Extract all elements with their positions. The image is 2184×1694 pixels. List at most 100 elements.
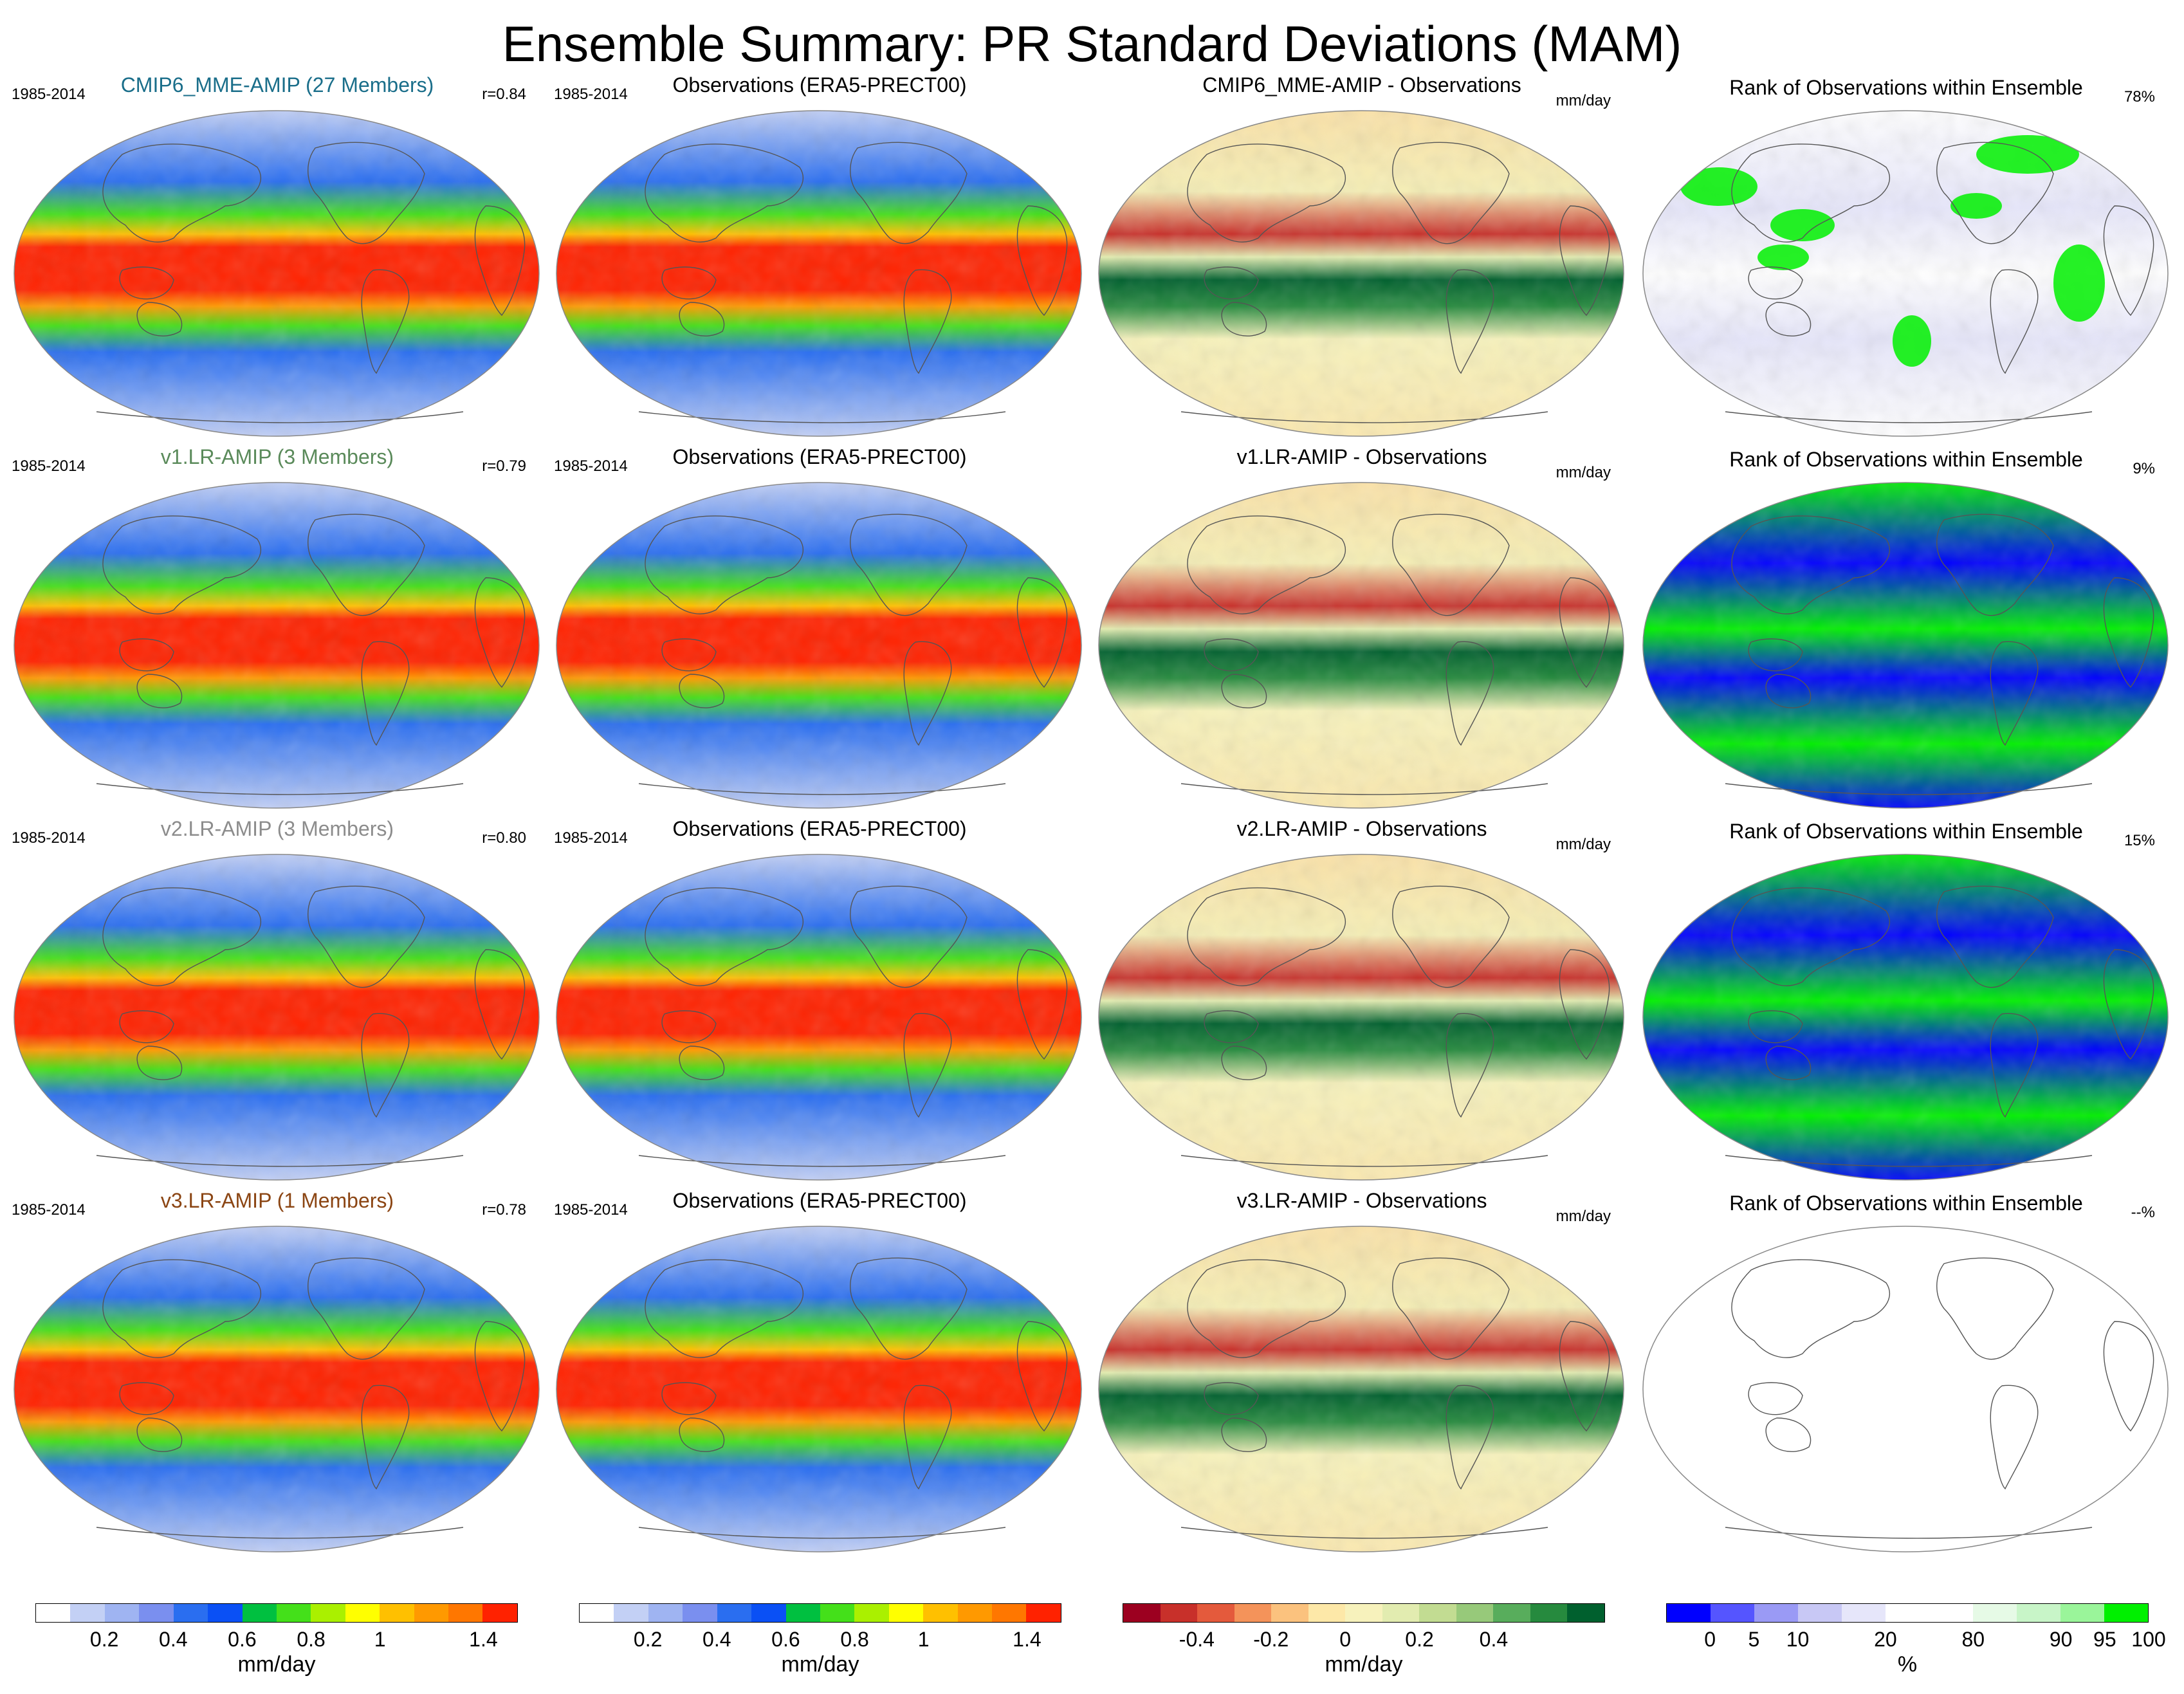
colorbar-tick-label: 100	[2131, 1628, 2166, 1651]
colorbar-swatch	[36, 1604, 71, 1622]
model-title: v3.LR-AMIP (1 Members)	[160, 1189, 394, 1212]
colorbar-swatch	[992, 1604, 1027, 1622]
colorbar-swatch	[923, 1604, 958, 1622]
colorbar-swatch	[1308, 1604, 1346, 1622]
rank-title: Rank of Observations within Ensemble	[1729, 1192, 2083, 1215]
obs-map	[556, 110, 1082, 437]
colorbar-swatch	[580, 1604, 614, 1622]
colorbar-tick-label: 0.2	[1405, 1628, 1434, 1651]
rank-map	[1642, 482, 2169, 809]
colorbar-tick-label: 1.4	[469, 1628, 498, 1651]
colorbar-tick-label: 0.2	[633, 1628, 663, 1651]
colorbar-swatch	[854, 1604, 889, 1622]
colorbar-swatch	[311, 1604, 345, 1622]
colorbar-unit-label: mm/day	[781, 1652, 859, 1677]
diff-unit-label: mm/day	[1555, 464, 1611, 481]
model-map	[14, 482, 540, 809]
colorbar-swatch	[414, 1604, 449, 1622]
colorbar-swatch	[957, 1604, 993, 1622]
colorbar-swatch	[1026, 1604, 1061, 1622]
diff-map	[1098, 1226, 1624, 1552]
colorbar-tick-label: 0.2	[89, 1628, 119, 1651]
model-map	[14, 1226, 540, 1552]
colorbar-swatch	[380, 1604, 414, 1622]
obs-period-label: 1985-2014	[554, 457, 628, 475]
colorbar-swatch	[1456, 1604, 1494, 1622]
period-label: 1985-2014	[12, 86, 86, 103]
colorbar-unit-label: %	[1897, 1652, 1918, 1677]
obs-title: Observations (ERA5-PRECT00)	[672, 817, 967, 840]
colorbar-swatch	[70, 1604, 105, 1622]
correlation-label: r=0.84	[482, 86, 526, 103]
colorbar-swatch	[1754, 1604, 1798, 1622]
colorbar-swatch	[276, 1604, 311, 1622]
rank-title: Rank of Observations within Ensemble	[1729, 76, 2083, 99]
colorbar-swatch	[717, 1604, 752, 1622]
diff-unit-label: mm/day	[1555, 836, 1611, 853]
rank-title: Rank of Observations within Ensemble	[1729, 448, 2083, 471]
obs-title: Observations (ERA5-PRECT00)	[672, 445, 967, 468]
colorbar-tick-label: 0.4	[702, 1628, 731, 1651]
diff-map	[1098, 110, 1624, 437]
obs-period-label: 1985-2014	[554, 86, 628, 103]
colorbar-tick-label: 80	[1961, 1628, 1985, 1651]
rank-percent-label: --%	[2131, 1204, 2155, 1221]
rank-percent-label: 9%	[2133, 460, 2155, 477]
rank-title: Rank of Observations within Ensemble	[1729, 820, 2083, 843]
colorbar-swatch	[242, 1604, 277, 1622]
colorbar-swatch	[345, 1604, 380, 1622]
rank-map	[1642, 110, 2169, 437]
colorbar-swatches	[1123, 1603, 1605, 1623]
rank-map	[1642, 1226, 2169, 1552]
colorbar-tick-label: 90	[2049, 1628, 2073, 1651]
rank-map	[1642, 854, 2169, 1181]
colorbar-swatch	[683, 1604, 717, 1622]
colorbar-swatch	[1234, 1604, 1272, 1622]
colorbar-tick-label: -0.4	[1179, 1628, 1215, 1651]
colorbar-tick-label: 20	[1874, 1628, 1897, 1651]
colorbar-swatch	[1160, 1604, 1198, 1622]
colorbar-tick-label: 0.6	[771, 1628, 800, 1651]
obs-title: Observations (ERA5-PRECT00)	[672, 1189, 967, 1212]
diff-map	[1098, 482, 1624, 809]
rank-percent-label: 78%	[2124, 88, 2155, 106]
colorbar-swatch	[104, 1604, 140, 1622]
colorbar-tick-label: 0.6	[228, 1628, 257, 1651]
obs-period-label: 1985-2014	[554, 1201, 628, 1219]
colorbar-difference: -0.4 -0.2 0 0.2 0.4 mm/day	[1123, 1603, 1605, 1680]
colorbar-swatch	[648, 1604, 683, 1622]
colorbar-tick-label: 10	[1786, 1628, 1810, 1651]
model-title: v1.LR-AMIP (3 Members)	[160, 445, 394, 468]
colorbar-swatch	[1667, 1604, 1711, 1622]
colorbar-swatch	[2060, 1604, 2104, 1622]
colorbar-unit-label: mm/day	[237, 1652, 316, 1677]
colorbar-swatch	[1419, 1604, 1456, 1622]
colorbar-swatch	[1711, 1604, 1754, 1622]
diff-unit-label: mm/day	[1555, 1208, 1611, 1225]
obs-map	[556, 1226, 1082, 1552]
period-label: 1985-2014	[12, 829, 86, 847]
colorbar-swatches	[35, 1603, 518, 1623]
colorbar-tick-label: 5	[1748, 1628, 1760, 1651]
colorbar-tick-label: 0.8	[840, 1628, 869, 1651]
colorbar-swatch	[888, 1604, 924, 1622]
colorbar-swatch	[1271, 1604, 1308, 1622]
colorbar-swatch	[820, 1604, 855, 1622]
colorbar-observations: 0.2 0.4 0.6 0.8 1 1.4 mm/day	[579, 1603, 1061, 1680]
diff-unit-label: mm/day	[1555, 92, 1611, 109]
colorbar-swatch	[2017, 1604, 2060, 1622]
colorbar-swatch	[1123, 1604, 1161, 1622]
diff-title: v2.LR-AMIP - Observations	[1236, 817, 1487, 840]
model-map	[14, 110, 540, 437]
page-title: Ensemble Summary: PR Standard Deviations…	[502, 15, 1682, 72]
colorbar-tick-label: 95	[2093, 1628, 2116, 1651]
colorbar-tick-label: -0.2	[1253, 1628, 1289, 1651]
model-title: CMIP6_MME-AMIP (27 Members)	[120, 73, 434, 97]
colorbar-swatch	[785, 1604, 820, 1622]
colorbar-swatch	[208, 1604, 243, 1622]
colorbar-swatches	[579, 1603, 1061, 1623]
correlation-label: r=0.80	[482, 829, 526, 847]
diff-title: CMIP6_MME-AMIP - Observations	[1202, 73, 1521, 97]
colorbar-tick-label: 0.4	[159, 1628, 188, 1651]
colorbar-swatch	[448, 1604, 483, 1622]
